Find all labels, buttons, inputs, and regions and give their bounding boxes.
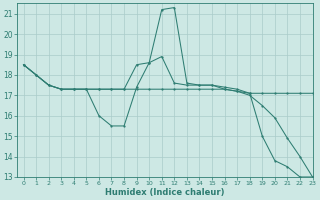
X-axis label: Humidex (Indice chaleur): Humidex (Indice chaleur) [105, 188, 225, 197]
